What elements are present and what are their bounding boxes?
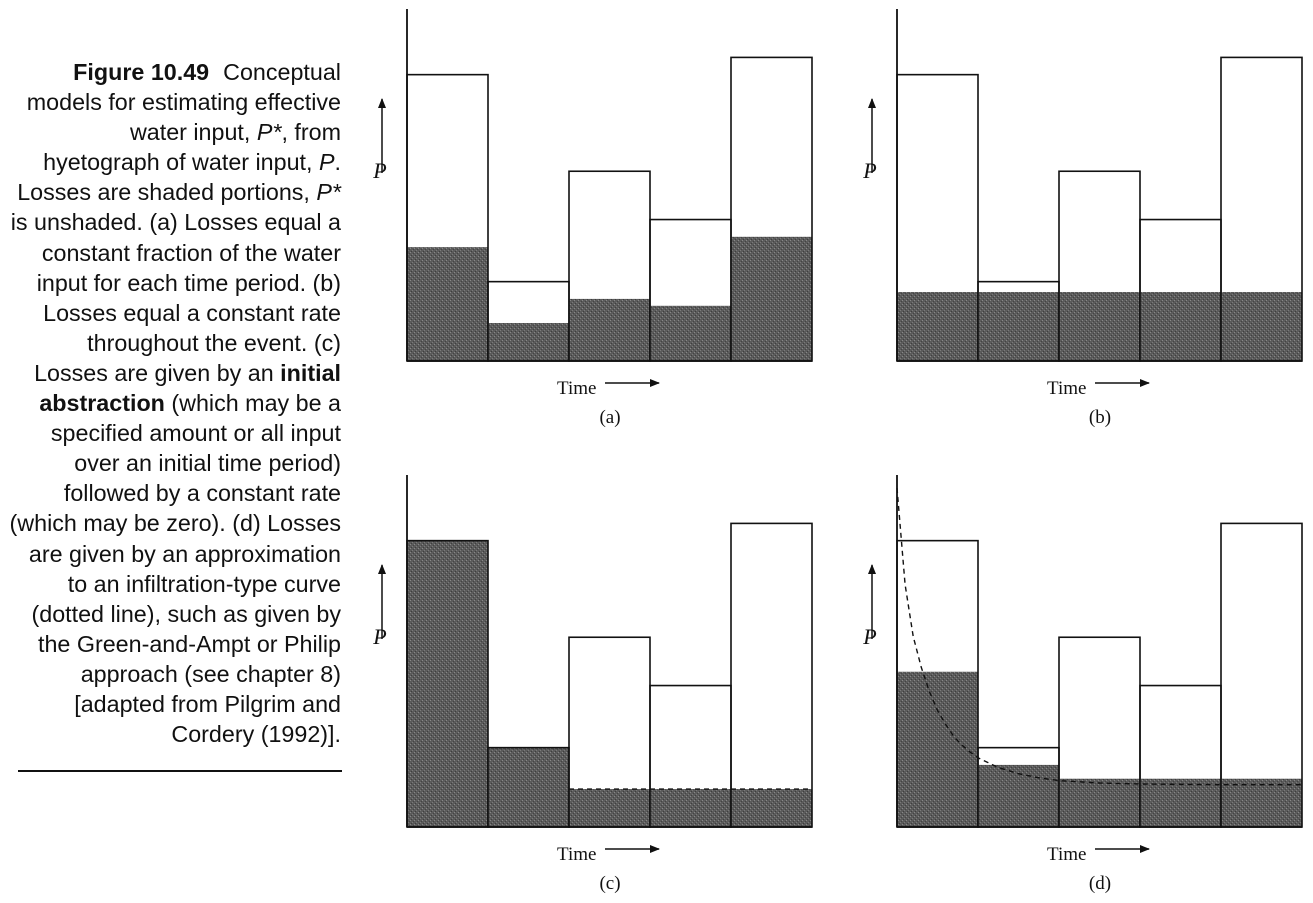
loss-bar [488, 747, 569, 827]
y-axis-label: P [372, 624, 386, 649]
x-axis-label: Time [557, 378, 596, 399]
x-axis-label: Time [1047, 844, 1086, 865]
loss-bar [569, 789, 650, 827]
x-axis-label: Time [1047, 378, 1086, 399]
loss-bar [1221, 292, 1302, 361]
infiltration-curve [896, 487, 1302, 786]
caption-part: initial abstraction [39, 359, 341, 417]
loss-bar [897, 292, 978, 361]
caption-part: . Losses are shaded portions, [17, 149, 341, 206]
x-axis-label: Time [557, 844, 596, 865]
loss-bar [407, 540, 488, 827]
figure-label: Figure 10.49 [73, 59, 210, 85]
loss-bar [1059, 292, 1140, 361]
loss-bar [978, 764, 1059, 827]
y-axis-label: P [862, 158, 876, 183]
caption-part: Conceptual models for estimating effecti… [26, 59, 341, 146]
loss-bar [1140, 292, 1221, 361]
loss-bar [407, 247, 488, 361]
loss-bar [1221, 778, 1302, 827]
loss-bar [897, 671, 978, 827]
y-axis-label: P [372, 158, 386, 183]
caption-text: Conceptual models for estimating effecti… [10, 59, 341, 747]
figure-caption: Figure 10.49 Conceptual models for estima… [8, 57, 341, 749]
caption-part: P* [316, 179, 341, 206]
loss-bar [1140, 778, 1221, 827]
caption-part: (which may be a specified amount or all … [9, 390, 341, 748]
caption-part: P [318, 149, 335, 176]
loss-bar [488, 323, 569, 361]
panel-label: (c) [599, 873, 620, 894]
panel-label: (a) [599, 407, 620, 428]
loss-bar [1059, 778, 1140, 827]
hyetograph-panel: P Time(a) [372, 9, 813, 428]
loss-bar [569, 298, 650, 361]
loss-bar [731, 236, 812, 361]
hyetograph-panel: P Time(d) [862, 475, 1303, 894]
caption-rule [18, 770, 342, 772]
water-input-bar [730, 522, 813, 828]
panel-label: (d) [1089, 873, 1111, 894]
loss-bar [650, 305, 731, 361]
loss-bar [978, 292, 1059, 361]
caption-part: is unshaded. (a) Losses equal a constant… [10, 209, 341, 386]
y-axis-label: P [862, 624, 876, 649]
loss-bar [650, 789, 731, 827]
hyetograph-panel: P Time(c) [372, 475, 813, 894]
caption-part: P* [256, 119, 282, 146]
loss-bar [731, 789, 812, 827]
panel-label: (b) [1089, 407, 1111, 428]
caption-part: , from hyetograph of water input, [43, 119, 341, 176]
hyetograph-panel: P Time(b) [862, 9, 1303, 428]
